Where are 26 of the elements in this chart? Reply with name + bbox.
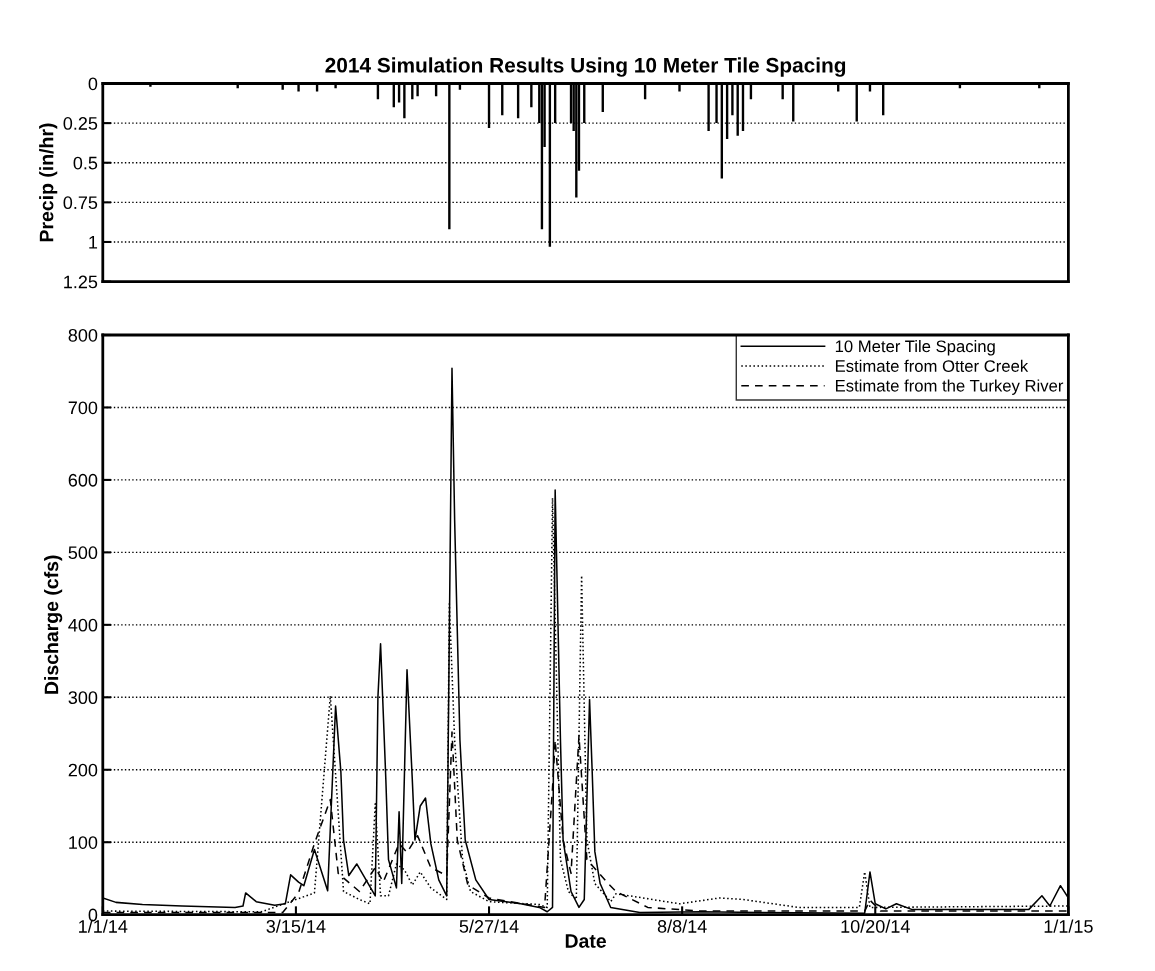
- x-tick-label: 3/15/14: [266, 919, 326, 933]
- chart-title: 2014 Simulation Results Using 10 Meter Tile Spacing: [325, 57, 846, 77]
- y-tick-label: 1.25: [64, 275, 98, 289]
- y-tick-label: 800: [68, 328, 98, 342]
- y-tick-label: 0: [88, 77, 98, 91]
- y-tick-label: 0.25: [63, 117, 98, 130]
- legend-label: Estimate from the Turkey River: [835, 379, 1064, 395]
- y-tick-label: 1: [89, 236, 98, 249]
- y-tick-label: 100: [69, 836, 98, 849]
- y-tick-label: 600: [68, 473, 98, 487]
- legend-label: 10 Meter Tile Spacing: [835, 339, 995, 356]
- x-tick-label: 5/27/14: [459, 919, 519, 933]
- y-tick-label: 400: [68, 618, 98, 632]
- y-axis-title: Precip (in/hr): [39, 123, 58, 242]
- y-tick-label: 700: [68, 401, 98, 415]
- y-tick-label: 300: [68, 691, 98, 705]
- x-tick-label: 1/1/15: [1044, 919, 1093, 933]
- y-tick-label: 0.5: [73, 156, 98, 170]
- x-axis-title: Date: [565, 934, 606, 948]
- x-tick-label: 8/8/14: [657, 919, 707, 933]
- x-tick-label: 10/20/14: [841, 919, 910, 933]
- y-axis-title: Discharge (cfs): [44, 555, 63, 694]
- legend-label: Estimate from Otter Creek: [835, 359, 1029, 372]
- y-tick-label: 200: [68, 763, 98, 777]
- y-tick-label: 500: [68, 546, 98, 560]
- y-tick-label: 0.75: [63, 196, 98, 210]
